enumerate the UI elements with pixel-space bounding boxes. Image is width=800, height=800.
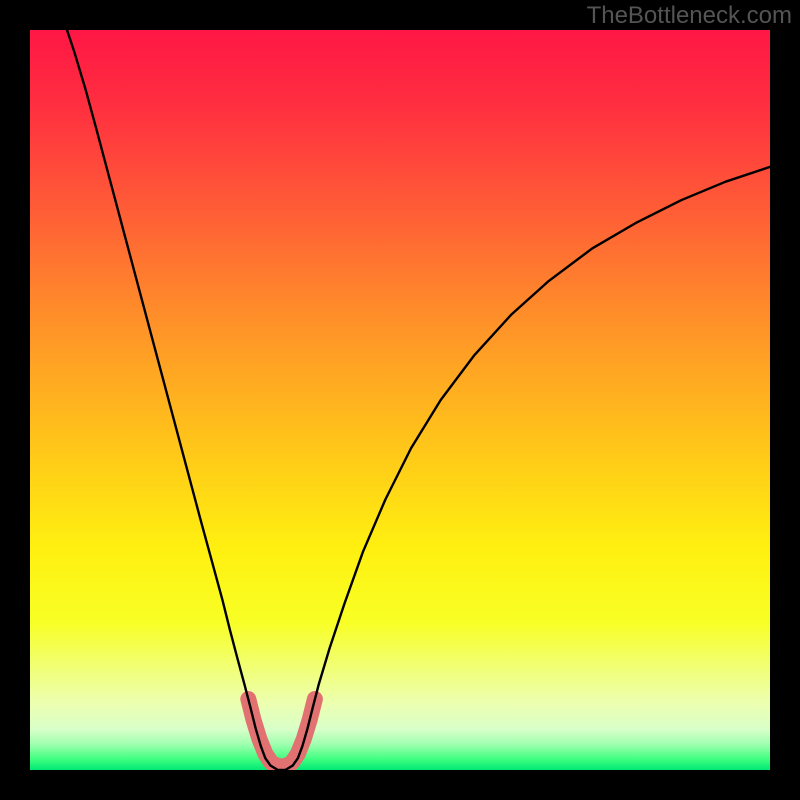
curve-layer — [30, 30, 770, 770]
watermark-text: TheBottleneck.com — [587, 2, 792, 30]
plot-area — [30, 30, 770, 770]
bottleneck-curve — [67, 30, 770, 770]
outer-frame — [0, 0, 800, 800]
bottleneck-highlight — [248, 699, 315, 766]
